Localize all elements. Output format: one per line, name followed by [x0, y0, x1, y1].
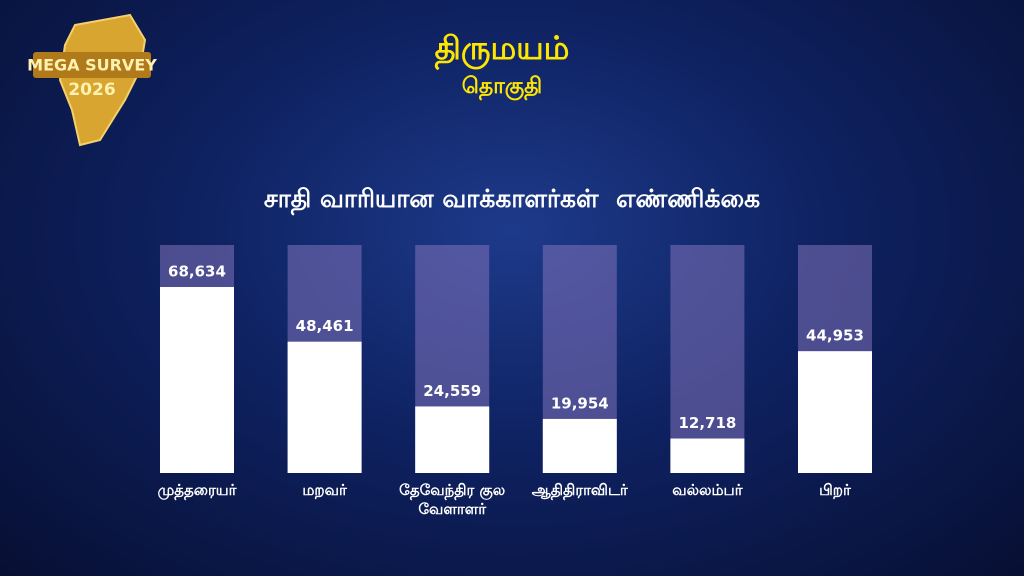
bar-track [670, 245, 745, 473]
chart-title: சாதி வாரியான வாக்காளர்கள் எண்ணிக்கை [264, 184, 760, 216]
bar [542, 418, 617, 473]
value-label: 12,718 [678, 414, 736, 432]
logo-text: MEGA SURVEY [27, 56, 157, 75]
category-label: ஆதிதிராவிடர் [531, 481, 628, 499]
bar [670, 438, 745, 473]
value-label: 68,634 [168, 263, 226, 281]
category-label: பிறர் [819, 481, 851, 499]
category-label: தேவேந்திர குல வேளாளர் [399, 481, 506, 518]
category-label: வல்லம்பர் [672, 481, 743, 499]
subtitle: தொகுதி [462, 74, 542, 101]
title: திருமயம் [435, 29, 570, 70]
category-label: மறவர் [302, 481, 347, 499]
logo-year: 2026 [68, 80, 115, 100]
logo-band [33, 52, 151, 78]
logo: MEGA SURVEY 2026 [27, 13, 157, 147]
bar [415, 406, 490, 473]
category-label: முத்தரையர் [157, 481, 237, 499]
value-label: 19,954 [551, 394, 609, 412]
value-label: 24,559 [423, 382, 481, 400]
value-label: 44,953 [806, 327, 864, 345]
bar [160, 287, 234, 473]
bar [798, 351, 872, 473]
value-label: 48,461 [296, 317, 354, 335]
bar [287, 341, 362, 473]
